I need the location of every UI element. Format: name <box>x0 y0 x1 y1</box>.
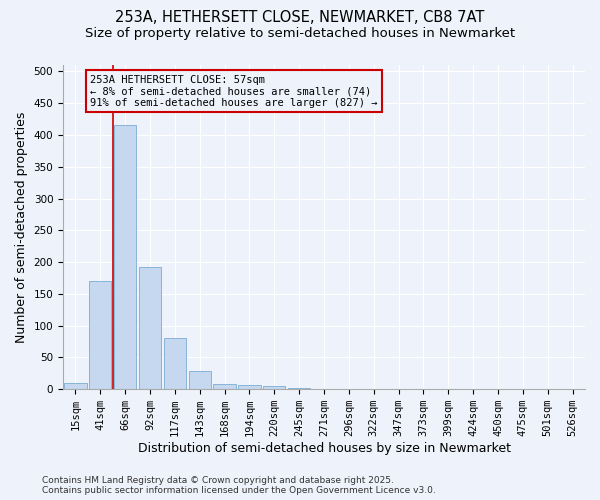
Bar <box>164 338 186 389</box>
Bar <box>263 386 286 389</box>
Y-axis label: Number of semi-detached properties: Number of semi-detached properties <box>15 112 28 343</box>
Bar <box>89 281 112 389</box>
Text: Contains HM Land Registry data © Crown copyright and database right 2025.
Contai: Contains HM Land Registry data © Crown c… <box>42 476 436 495</box>
Bar <box>288 388 310 389</box>
Bar <box>139 266 161 389</box>
X-axis label: Distribution of semi-detached houses by size in Newmarket: Distribution of semi-detached houses by … <box>137 442 511 455</box>
Bar <box>64 383 86 389</box>
Text: Size of property relative to semi-detached houses in Newmarket: Size of property relative to semi-detach… <box>85 28 515 40</box>
Text: 253A, HETHERSETT CLOSE, NEWMARKET, CB8 7AT: 253A, HETHERSETT CLOSE, NEWMARKET, CB8 7… <box>115 10 485 25</box>
Bar <box>238 385 260 389</box>
Bar <box>313 388 335 389</box>
Bar <box>114 126 136 389</box>
Text: 253A HETHERSETT CLOSE: 57sqm
← 8% of semi-detached houses are smaller (74)
91% o: 253A HETHERSETT CLOSE: 57sqm ← 8% of sem… <box>91 74 378 108</box>
Bar <box>188 372 211 389</box>
Bar <box>214 384 236 389</box>
